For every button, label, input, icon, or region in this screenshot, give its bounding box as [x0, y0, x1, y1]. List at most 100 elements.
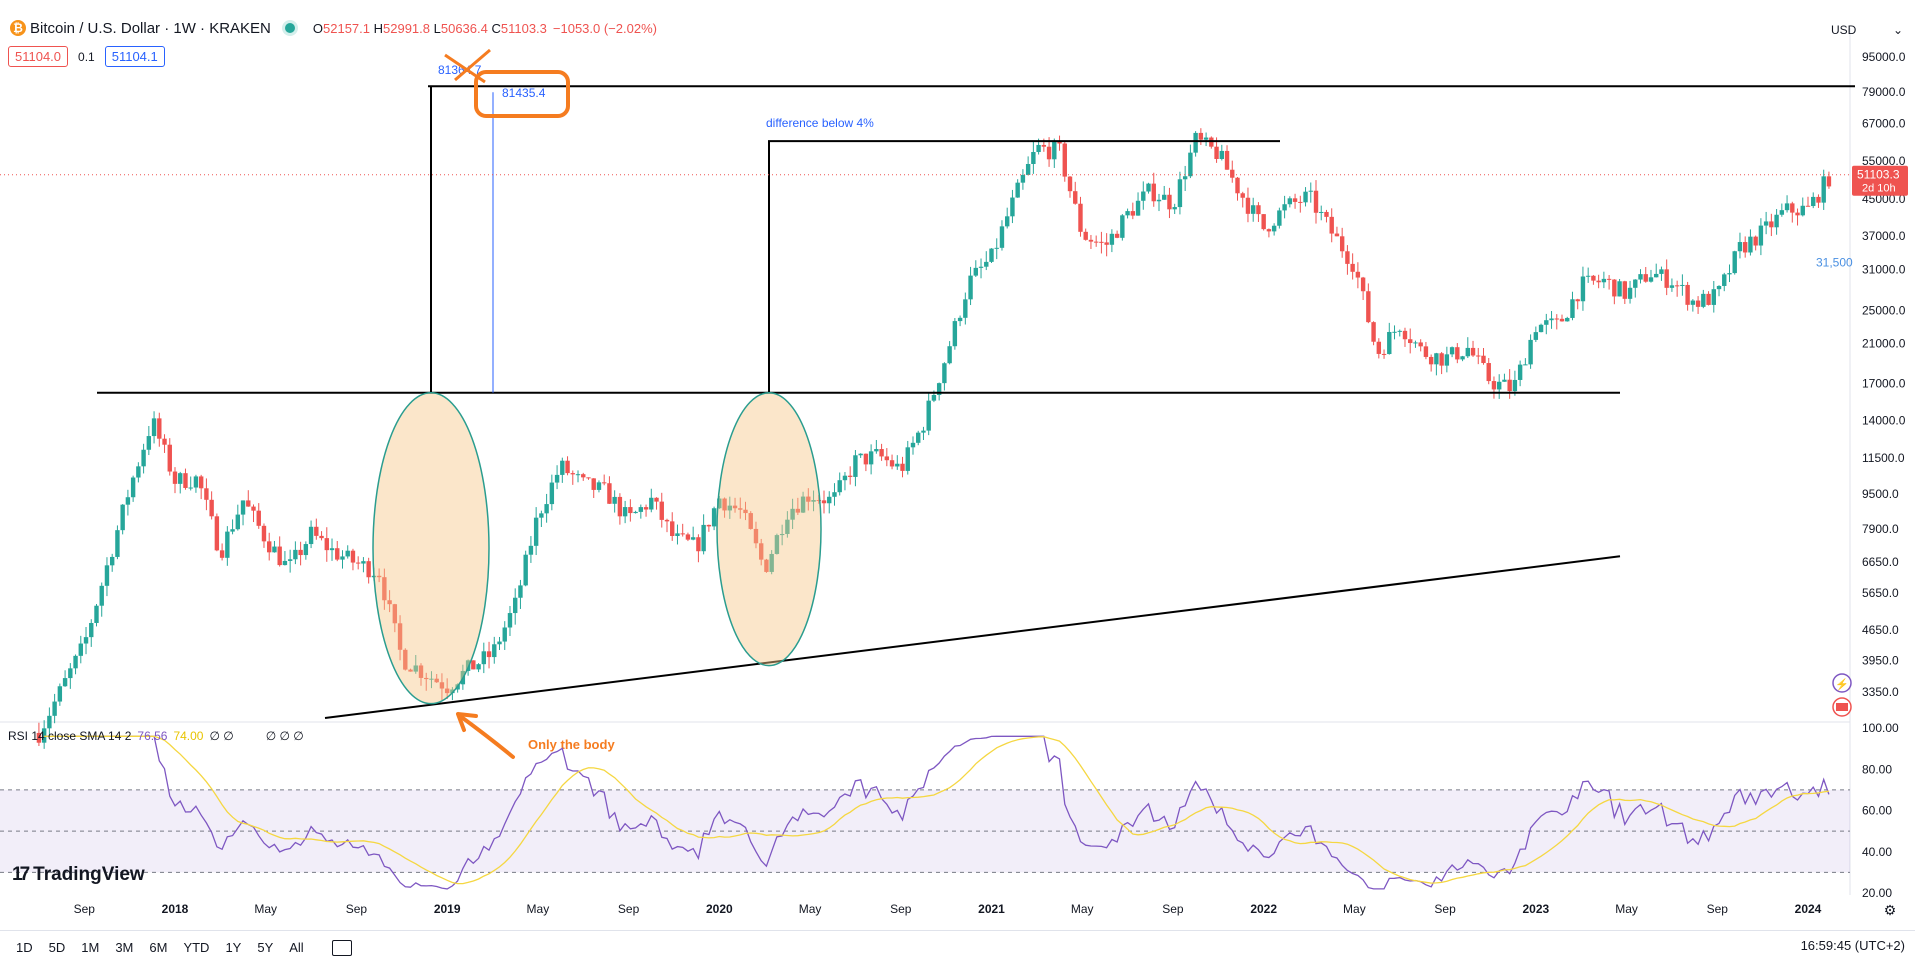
candle — [895, 455, 900, 470]
symbol-header: ₿ Bitcoin / U.S. Dollar · 1W · KRAKEN O5… — [0, 14, 657, 42]
candle — [162, 434, 167, 453]
candle — [57, 683, 63, 706]
candle — [1685, 281, 1690, 311]
candle — [1156, 193, 1162, 212]
candle — [1114, 230, 1120, 239]
rsi-legend[interactable]: RSI 14 close SMA 14 2 76.56 74.00 ∅ ∅ ∅ … — [8, 729, 304, 743]
candle-body — [136, 466, 141, 478]
candle-body — [1052, 141, 1057, 160]
timeframe-1d[interactable]: 1D — [16, 940, 33, 955]
candle-body — [643, 507, 649, 510]
candle — [1099, 231, 1104, 254]
candle — [1381, 349, 1387, 359]
ohlc-value: 52991.8 — [383, 20, 434, 36]
candle-body — [439, 682, 445, 689]
price-tick-label: 5650.0 — [1862, 586, 1899, 600]
candle — [188, 476, 193, 491]
candle — [1496, 374, 1502, 399]
calendar-icon[interactable] — [331, 939, 352, 956]
symbol-title[interactable]: Bitcoin / U.S. Dollar · 1W · KRAKEN — [30, 19, 271, 37]
bottom-toolbar: 1D 5D 1M 3M 6M YTD 1Y 5Y All — [0, 930, 1915, 964]
candle-body — [1591, 275, 1596, 281]
candle — [36, 722, 42, 747]
candle-body — [1559, 318, 1565, 322]
candle — [795, 497, 801, 515]
timeframe-5y[interactable]: 5Y — [257, 940, 274, 955]
candle-body — [183, 473, 188, 488]
candle-body — [1313, 190, 1319, 213]
candle — [1596, 274, 1601, 289]
tradingview-logo[interactable]: 17 TradingView — [12, 864, 145, 886]
candle — [1544, 313, 1549, 335]
candle — [1209, 136, 1214, 149]
candle — [329, 538, 335, 561]
candle — [209, 491, 214, 520]
candle-body — [1455, 347, 1460, 360]
candle-body — [251, 506, 256, 511]
candle — [1742, 236, 1748, 258]
candle-body — [1031, 152, 1036, 164]
price-tick-label: 17000.0 — [1862, 377, 1906, 391]
timeframe-1m[interactable]: 1M — [81, 940, 100, 955]
candle — [1523, 358, 1528, 366]
candle — [1224, 145, 1230, 170]
candle-body — [706, 524, 712, 527]
candle-body — [1742, 242, 1748, 253]
candle-body — [664, 519, 670, 522]
candle-body — [130, 477, 136, 498]
candle-body — [1292, 198, 1298, 202]
timeframe-6m[interactable]: 6M — [149, 940, 168, 955]
price-tick-label: 95000.0 — [1862, 50, 1906, 64]
sell-button[interactable]: 51104.0 — [8, 46, 69, 67]
candle — [62, 670, 68, 687]
candle-body — [219, 550, 225, 558]
candle — [1716, 285, 1722, 297]
candle-body — [607, 483, 612, 504]
buy-button[interactable]: 51104.1 — [104, 46, 165, 67]
candle — [1779, 203, 1785, 217]
timeframe-all[interactable]: All — [289, 940, 304, 955]
candle-body — [120, 504, 125, 531]
time-tick-label: May — [799, 902, 822, 916]
candle-body — [1025, 163, 1031, 175]
candle — [1015, 179, 1020, 198]
candle-body — [1408, 339, 1413, 344]
candle — [1748, 229, 1753, 256]
candle — [999, 220, 1005, 251]
candle-body — [591, 478, 596, 490]
candle — [1135, 192, 1141, 216]
candle — [308, 520, 314, 549]
candle-body — [544, 504, 549, 514]
candle-body — [1078, 203, 1083, 232]
time-tick-label: Sep — [618, 902, 640, 916]
candle — [957, 315, 963, 327]
candle — [1287, 196, 1293, 208]
market-status-icon[interactable] — [284, 23, 295, 33]
candle — [136, 462, 141, 483]
candle-body — [889, 460, 895, 467]
candle — [387, 590, 392, 613]
candle — [701, 514, 706, 555]
candle — [130, 475, 136, 502]
candle-body — [978, 266, 984, 268]
candle — [1219, 144, 1224, 161]
candle-body — [963, 299, 968, 318]
candle-body — [68, 668, 73, 679]
candle-body — [62, 678, 68, 687]
candle — [497, 636, 502, 651]
candle-body — [1748, 236, 1753, 253]
timeframe-ytd[interactable]: YTD — [183, 940, 210, 955]
candle — [1277, 207, 1282, 229]
timeframe-1y[interactable]: 1Y — [225, 940, 242, 955]
candle-body — [806, 496, 811, 502]
candle — [109, 553, 115, 572]
candle — [1612, 279, 1617, 305]
candle-body — [1565, 317, 1570, 322]
timeframe-5d[interactable]: 5D — [48, 940, 66, 955]
candle-body — [157, 418, 162, 439]
currency-select[interactable]: USD ⌄ — [1827, 18, 1907, 42]
timeframe-3m[interactable]: 3M — [115, 940, 134, 955]
candle — [1727, 264, 1732, 283]
clock[interactable]: 16:59:45 (UTC+2) — [1800, 938, 1905, 953]
